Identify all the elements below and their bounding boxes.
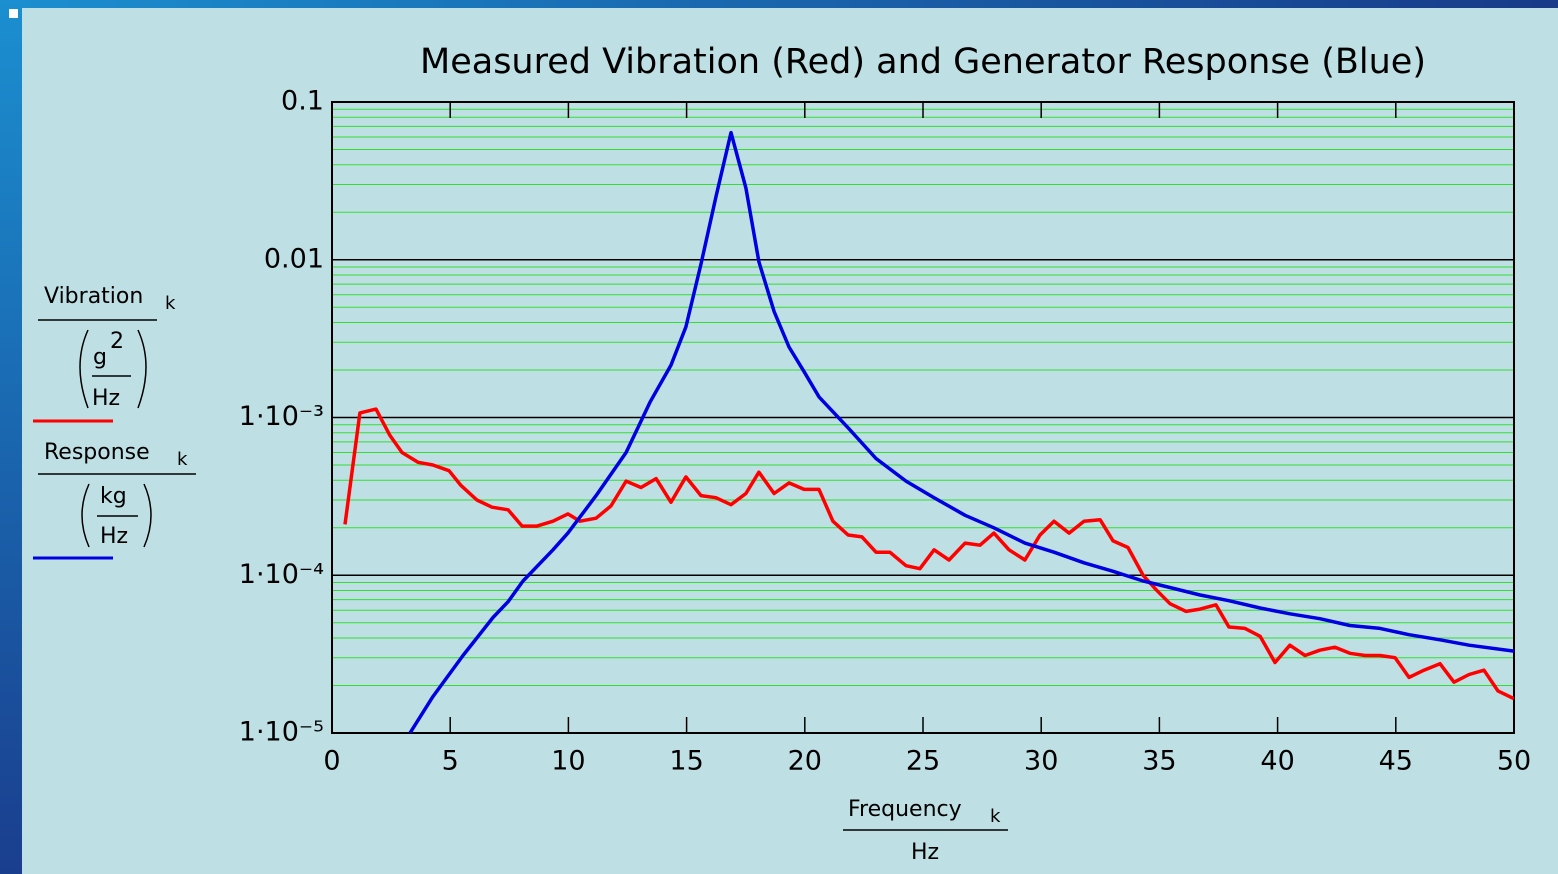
series-line [343,407,1514,701]
legend-unit: kg [100,484,127,509]
x-tick-label: 40 [1260,746,1294,777]
x-label-unit: Hz [911,840,939,865]
series-line [408,130,1514,733]
x-tick-label: 50 [1497,746,1531,777]
x-label-subscript: k [990,806,1001,827]
legend-name: Vibration [44,284,143,309]
legend: Vibration k g 2 Hz Response k kg Hz [33,284,196,560]
y-tick-label: 0.1 [281,86,324,117]
y-tick-label: 0.01 [264,243,324,274]
legend-subscript: k [177,449,188,470]
paren [143,483,152,548]
y-tick-label: 1·10⁻³ [239,401,324,432]
paren [81,483,90,548]
x-tick-label: 35 [1142,746,1176,777]
left-border [0,0,22,874]
x-tick-label: 20 [788,746,822,777]
x-tick-label: 0 [323,746,340,777]
y-tick-label: 1·10⁻⁵ [239,717,324,748]
x-tick-label: 5 [442,746,459,777]
paren [137,329,147,409]
legend-subscript: k [165,293,176,314]
x-tick-label: 45 [1379,746,1413,777]
y-tick-label: 1·10⁻⁴ [239,559,324,590]
x-axis-label: Frequency k Hz [843,797,1008,865]
legend-unit-exp: 2 [110,329,124,354]
x-tick-label: 10 [551,746,585,777]
x-label-name: Frequency [848,797,962,822]
corner-square [9,9,18,18]
plot-area: 1·10⁻⁵ 1·10⁻⁴ 1·10⁻³ 0.01 0.1 0 5 10 15 20 25 30 35 4… [239,86,1531,777]
chart-title: Measured Vibration (Red) and Generator R… [420,42,1426,82]
top-border [0,0,1558,8]
legend-unit: g [93,345,107,370]
legend-unit: Hz [92,386,120,411]
legend-name: Response [44,440,150,465]
plot-frame [331,101,1515,734]
x-tick-label: 30 [1024,746,1058,777]
x-tick-label: 15 [669,746,703,777]
x-tick-label: 25 [906,746,940,777]
legend-unit: Hz [100,524,128,549]
paren [79,329,89,409]
